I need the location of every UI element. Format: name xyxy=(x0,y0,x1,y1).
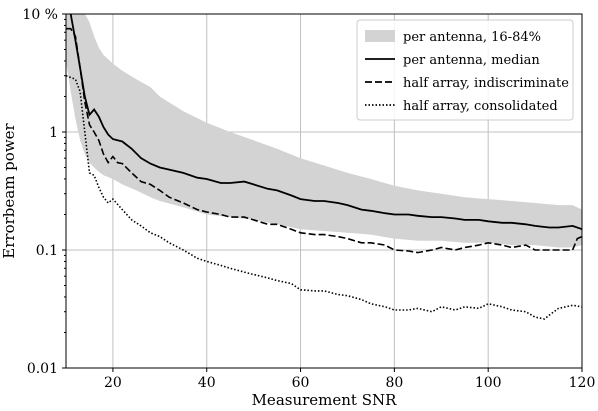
legend-item-half-array-indiscriminate: half array, indiscriminate xyxy=(365,76,569,91)
legend-box xyxy=(356,19,574,121)
y-tick-label: 10 % xyxy=(22,7,58,23)
legend-swatch xyxy=(365,30,395,42)
x-tick-label: 40 xyxy=(198,375,216,391)
legend: per antenna, 16-84% per antenna, median ha… xyxy=(356,19,574,121)
y-tick-label: 0.1 xyxy=(36,243,58,259)
plot-frame xyxy=(65,13,583,369)
y-tick-label: 0.01 xyxy=(27,361,58,377)
y-tick-label: 1 xyxy=(49,125,58,141)
series-layer xyxy=(66,14,582,320)
legend-item-per-antenna-median: per antenna, median xyxy=(365,53,540,68)
legend-item-half-array-consolidated: half array, consolidated xyxy=(365,99,558,114)
legend-item-per-antenna-16-84: per antenna, 16-84% xyxy=(365,30,541,45)
ticks: 20 40 60 80 100 120 0.01 0.1 1 10 % xyxy=(22,7,595,391)
legend-label: per antenna, 16-84% xyxy=(403,30,541,45)
series-line-per-antenna-median xyxy=(69,14,582,231)
series-line-half-array-consolidated xyxy=(66,74,582,320)
x-tick-label: 60 xyxy=(292,375,310,391)
band-layer xyxy=(66,14,582,248)
x-tick-label: 100 xyxy=(475,375,502,391)
band-per-antenna xyxy=(66,14,582,248)
x-tick-label: 20 xyxy=(104,375,122,391)
legend-label: half array, indiscriminate xyxy=(403,76,569,91)
x-axis-label: Measurement SNR xyxy=(252,391,398,409)
legend-label: per antenna, median xyxy=(403,53,540,68)
x-tick-label: 80 xyxy=(385,375,403,391)
x-tick-label: 120 xyxy=(569,375,596,391)
legend-label: half array, consolidated xyxy=(403,99,558,114)
y-axis-label: Errorbeam power xyxy=(0,122,18,258)
series-line-half-array-indiscriminate xyxy=(66,27,582,254)
